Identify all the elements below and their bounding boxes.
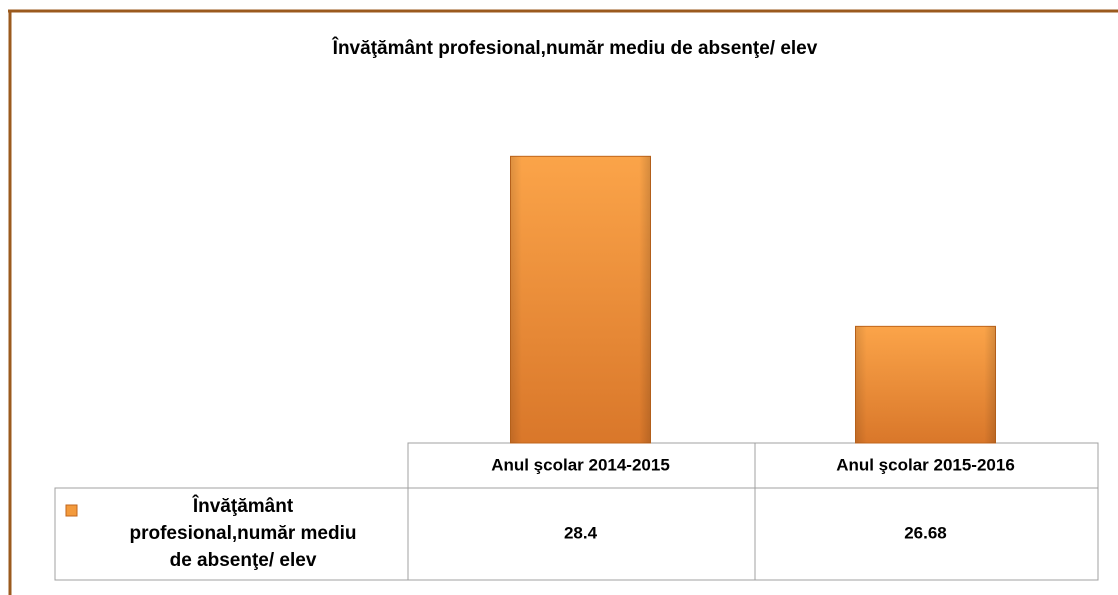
table-cell [754, 487, 1099, 581]
legend-label-line: de absenţe/ elev [170, 550, 317, 571]
table-header: Anul şcolar 2014-2015 [491, 455, 670, 474]
legend-label-line: Învăţământ [192, 495, 294, 517]
table-value: 28.4 [564, 523, 598, 542]
legend-label-line: profesional,număr mediu [130, 523, 357, 544]
table-header: Anul şcolar 2015-2016 [836, 455, 1015, 474]
legend-key [65, 504, 78, 517]
bar [510, 155, 651, 444]
chart-title: Învăţământ profesional,număr mediu de ab… [332, 37, 818, 59]
bar [855, 325, 996, 444]
legend-label: Învăţământ profesional,număr mediu de abse… [130, 495, 357, 571]
table-value: 26.68 [904, 523, 947, 542]
